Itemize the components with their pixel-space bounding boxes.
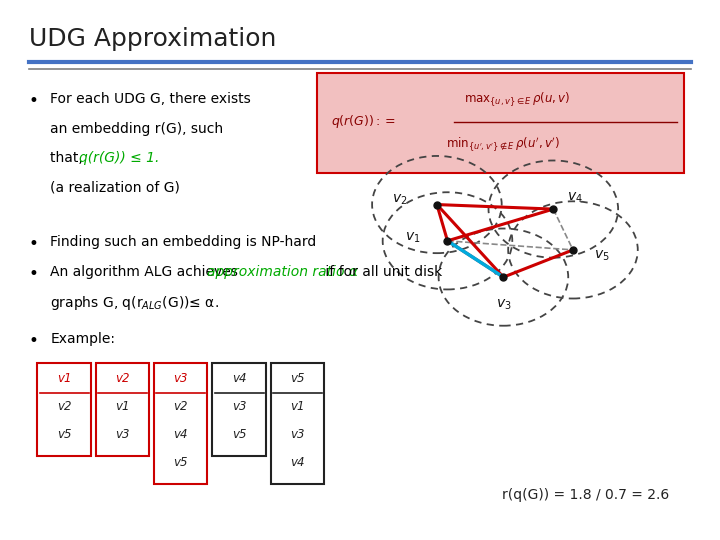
- Text: v4: v4: [290, 456, 305, 469]
- Text: v5: v5: [232, 428, 246, 441]
- FancyBboxPatch shape: [154, 363, 207, 484]
- Text: $v_3$: $v_3$: [495, 298, 511, 313]
- FancyBboxPatch shape: [96, 363, 149, 456]
- Text: q(r(G)) ≤ 1.: q(r(G)) ≤ 1.: [79, 151, 160, 165]
- Text: v1: v1: [290, 400, 305, 413]
- FancyBboxPatch shape: [212, 363, 266, 456]
- Text: (a realization of G): (a realization of G): [50, 181, 180, 195]
- FancyBboxPatch shape: [317, 73, 684, 173]
- Text: $v_5$: $v_5$: [594, 248, 610, 262]
- Text: Finding such an embedding is NP-hard: Finding such an embedding is NP-hard: [50, 235, 317, 249]
- Text: Example:: Example:: [50, 332, 115, 346]
- Text: v3: v3: [115, 428, 130, 441]
- Text: v5: v5: [290, 372, 305, 385]
- Text: v5: v5: [57, 428, 71, 441]
- FancyBboxPatch shape: [37, 363, 91, 456]
- FancyBboxPatch shape: [271, 363, 324, 484]
- Text: UDG Approximation: UDG Approximation: [29, 27, 276, 51]
- Text: •: •: [29, 265, 39, 282]
- Text: v2: v2: [57, 400, 71, 413]
- Text: an embedding r(G), such: an embedding r(G), such: [50, 122, 223, 136]
- Text: For each UDG G, there exists: For each UDG G, there exists: [50, 92, 251, 106]
- Text: graphs G, q(r$_{ALG}$(G))≤ α.: graphs G, q(r$_{ALG}$(G))≤ α.: [50, 294, 220, 312]
- Text: v1: v1: [115, 400, 130, 413]
- Text: $\mathrm{min}_{\{u',v'\}\notin E}\,\rho(u',v')$: $\mathrm{min}_{\{u',v'\}\notin E}\,\rho(…: [446, 134, 560, 154]
- Text: v3: v3: [290, 428, 305, 441]
- Text: v3: v3: [232, 400, 246, 413]
- Text: $v_4$: $v_4$: [567, 191, 582, 206]
- Text: An algorithm ALG achieves: An algorithm ALG achieves: [50, 265, 243, 279]
- Text: v3: v3: [174, 372, 188, 385]
- Text: v4: v4: [174, 428, 188, 441]
- Text: v5: v5: [174, 456, 188, 469]
- Text: v4: v4: [232, 372, 246, 385]
- Text: $v_2$: $v_2$: [392, 193, 408, 207]
- Text: $q(r(G)) :=$: $q(r(G)) :=$: [331, 113, 396, 130]
- Text: $v_1$: $v_1$: [405, 231, 420, 245]
- Text: v2: v2: [174, 400, 188, 413]
- Text: if for all unit disk: if for all unit disk: [321, 265, 442, 279]
- Text: •: •: [29, 235, 39, 253]
- Text: approximation ratio α: approximation ratio α: [207, 265, 359, 279]
- Text: v2: v2: [115, 372, 130, 385]
- Text: $\mathrm{max}_{\{u,v\}\in E}\,\rho(u,v)$: $\mathrm{max}_{\{u,v\}\in E}\,\rho(u,v)$: [464, 91, 571, 109]
- Text: •: •: [29, 92, 39, 110]
- Text: •: •: [29, 332, 39, 350]
- Text: r(q(G)) = 1.8 / 0.7 = 2.6: r(q(G)) = 1.8 / 0.7 = 2.6: [503, 488, 670, 502]
- Text: v1: v1: [57, 372, 71, 385]
- Text: that,: that,: [50, 151, 88, 165]
